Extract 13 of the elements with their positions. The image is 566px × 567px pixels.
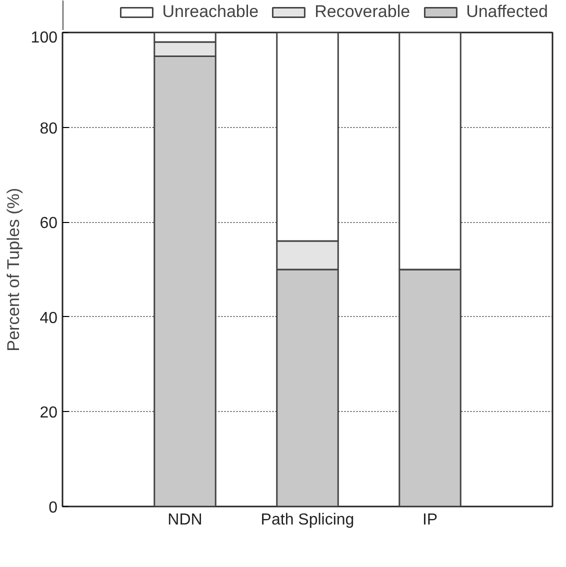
y-axis-title: Percent of Tuples (%) (4, 188, 23, 352)
x-tick-label: IP (422, 512, 438, 528)
y-tick-label: 80 (40, 120, 58, 138)
legend-label: Unaffected (466, 2, 548, 22)
y-tick-label: 40 (40, 310, 58, 327)
x-tick-label: NDN (168, 512, 202, 528)
y-tick-label: 60 (40, 215, 58, 232)
y-tick-label: 0 (48, 500, 58, 516)
legend-label: Recoverable (314, 2, 410, 22)
x-tick-label: Path Splicing (260, 512, 354, 528)
legend-label: Unreachable (162, 2, 259, 22)
y-tick-label: 100 (30, 30, 58, 46)
y-tick-label: 20 (40, 404, 58, 422)
